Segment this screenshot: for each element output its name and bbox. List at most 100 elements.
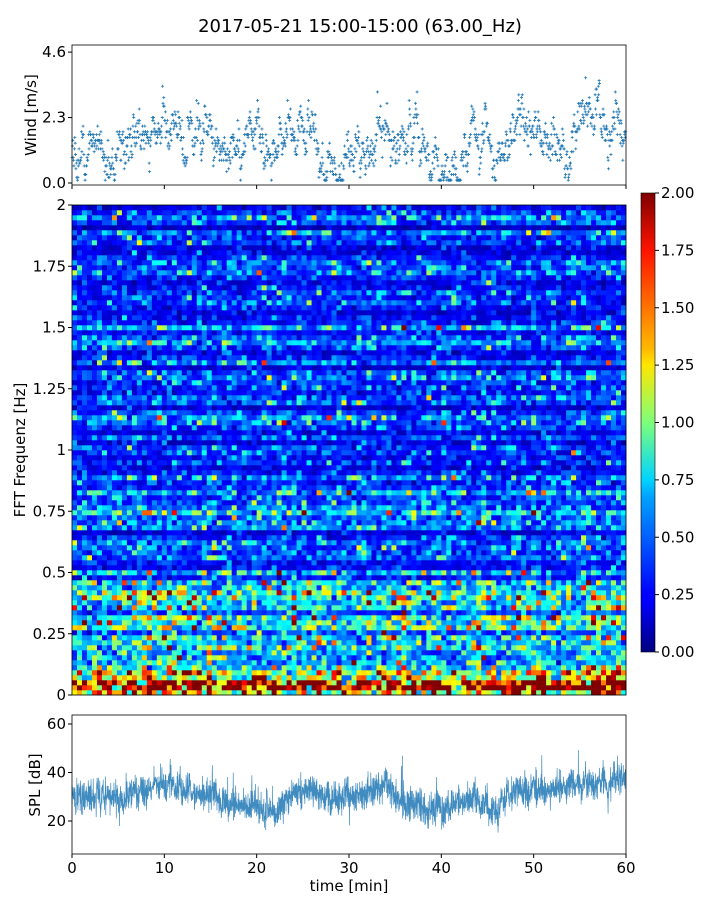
spectrogram-cell [87,400,92,405]
wind-point [233,147,236,150]
spectrogram-cell [132,285,137,290]
spectrogram-cell [217,325,222,330]
spectrogram-cell [162,620,167,625]
spectrogram-cell [232,485,237,490]
spectrogram-cell [172,545,177,550]
spectrogram-cell [82,600,87,605]
spectrogram-cell [87,395,92,400]
spectrogram-cell [212,250,217,255]
spectrogram-cell [97,420,102,425]
spectrogram-cell [157,465,162,470]
spectrogram-cell [187,575,192,580]
spectrogram-cell [177,510,182,515]
spectrogram-cell [87,470,92,475]
spectrogram-cell [247,440,252,445]
wind-point [537,110,540,113]
spectrogram-cell [162,365,167,370]
spectrogram-cell [247,435,252,440]
spectrogram-cell [122,250,127,255]
wind-point [392,139,395,142]
spectrogram-cell [177,605,182,610]
wind-point [389,156,392,159]
spectrogram-cell [227,415,232,420]
spectrogram-cell [77,245,82,250]
spectrogram-cell [187,270,192,275]
wind-point [440,164,443,167]
spectrogram-cell [117,460,122,465]
spectrogram-cell [167,610,172,615]
wind-point [591,113,594,116]
spectrogram-cell [247,620,252,625]
spectrogram-cell [147,350,152,355]
spectrogram-cell [87,270,92,275]
spectrogram-cell [227,430,232,435]
spectrogram-cell [72,640,77,645]
spectrogram-cell [187,215,192,220]
spectrogram-cell [242,370,247,375]
spectrogram-cell [222,220,227,225]
spectrogram-cell [112,570,117,575]
spectrogram-cell [222,390,227,395]
spectrogram-cell [192,415,197,420]
spectrogram-cell [162,420,167,425]
spectrogram-cell [72,660,77,665]
spectrogram-cell [222,615,227,620]
spectrogram-cell [147,510,152,515]
wind-point [160,136,163,139]
spectrogram-cell [127,645,132,650]
spectrogram-cell [247,450,252,455]
spectrogram-cell [157,510,162,515]
spectrogram-cell [137,465,142,470]
spectrogram-cell [252,635,257,640]
spectrogram-cell [247,260,252,265]
spectrogram-cell [247,540,252,545]
spectrogram-cell [97,500,102,505]
spectrogram-cell [92,230,97,235]
spectrogram-cell [72,535,77,540]
spectrogram-cell [217,515,222,520]
spectrogram-cell [177,405,182,410]
spectrogram-cell [197,320,202,325]
spectrogram-cell [152,430,157,435]
spectrogram-cell [197,430,202,435]
spectrogram-cell [197,300,202,305]
spectrogram-cell [187,250,192,255]
wind-point [518,133,521,136]
spectrogram-cell [207,580,212,585]
wind-axes: 0.02.34.6 Wind [m/s] [22,43,627,192]
spectrogram-cell [242,380,247,385]
wind-point [190,122,193,125]
spectrogram-cell [192,485,197,490]
spectrogram-cell [242,420,247,425]
spectrogram-cell [157,475,162,480]
spectrogram-cell [187,400,192,405]
spectrogram-cell [157,290,162,295]
spectrogram-cell [117,475,122,480]
spectrogram-cell [82,630,87,635]
spectrogram-cell [227,480,232,485]
spectrogram-cell [162,250,167,255]
spectrogram-cell [252,640,257,645]
spectrogram-cell [197,460,202,465]
spectrogram-cell [222,590,227,595]
wind-point [454,156,457,159]
spectrogram-cell [212,455,217,460]
spectrogram-cell [117,255,122,260]
spectrogram-cell [157,250,162,255]
spectrogram-cell [97,615,102,620]
spectrogram-cell [107,310,112,315]
spectrogram-cell [97,670,102,675]
spectrogram-cell [122,230,127,235]
wind-point [357,142,360,145]
spectrogram-cell [232,685,237,690]
spectrogram-cell [122,360,127,365]
spectrogram-cell [162,675,167,680]
spectrogram-cell [212,525,217,530]
spectrogram-cell [137,475,142,480]
wind-point [106,159,109,162]
spectrogram-cell [87,530,92,535]
spectrogram-cell [97,345,102,350]
spectrogram-cell [77,640,82,645]
spectrogram-cell [157,385,162,390]
spectrogram-cell [92,340,97,345]
